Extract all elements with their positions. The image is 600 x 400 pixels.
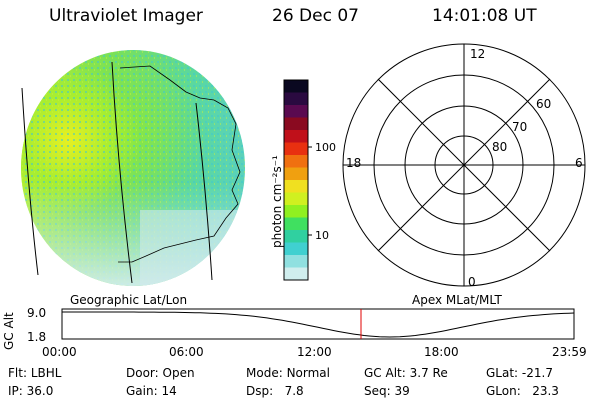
status-door: Door: Open: [126, 366, 195, 380]
status-ip-value: 36.0: [26, 384, 54, 398]
timeline-xtick-1: 06:00: [169, 345, 204, 359]
status-gain: Gain: 14: [126, 384, 177, 398]
lat-label-80: 80: [492, 140, 508, 154]
timeline-xtick-3: 18:00: [424, 345, 459, 359]
colorbar-swatch: [284, 80, 308, 93]
timeline-ytick-top: 9.0: [27, 306, 47, 320]
status-glon-value: 23.3: [532, 384, 559, 398]
colorbar-swatch: [284, 255, 308, 268]
image-date: 26 Dec 07: [272, 6, 359, 26]
colorbar-swatch: [284, 217, 308, 231]
timeline-axis-title: GC Alt: [2, 312, 16, 350]
status-dsp-label: Dsp:: [246, 384, 274, 398]
status-glon: GLon: 23.3: [486, 384, 559, 398]
colorbar-swatch: [284, 180, 308, 193]
status-dsp-value: 7.8: [284, 384, 304, 398]
timeline-ytick-bottom: 1.8: [27, 330, 47, 344]
colorbar-swatch: [284, 230, 308, 243]
colorbar-swatch: [284, 155, 308, 168]
status-ip: IP: 36.0: [8, 384, 53, 398]
timeline-right-label: Apex MLat/MLT: [412, 293, 502, 307]
colorbar: [283, 79, 312, 281]
timeline-left-label: Geographic Lat/Lon: [70, 293, 188, 307]
status-glat-label: GLat:: [486, 366, 519, 380]
status-gcalt-value: 3.7 Re: [409, 366, 448, 380]
status-ip-label: IP:: [8, 384, 23, 398]
colorbar-tick-100: 100: [315, 141, 336, 154]
status-flt-value: LBHL: [30, 366, 62, 380]
colorbar-tick-10: 10: [315, 229, 329, 242]
status-gain-value: 14: [161, 384, 177, 398]
status-gcalt: GC Alt: 3.7 Re: [364, 366, 448, 380]
colorbar-swatch: [284, 192, 308, 206]
status-mode-label: Mode:: [246, 366, 283, 380]
mlt-label-6: 6: [575, 156, 583, 170]
status-door-label: Door:: [126, 366, 159, 380]
image-time: 14:01:08 UT: [432, 6, 537, 26]
lat-label-60: 60: [536, 97, 552, 111]
app-title: Ultraviolet Imager: [49, 6, 203, 26]
colorbar-swatch: [284, 167, 308, 181]
status-glat-value: -21.7: [521, 366, 553, 380]
colorbar-swatch: [284, 130, 308, 143]
status-glat: GLat: -21.7: [486, 366, 553, 380]
mlt-label-0: 0: [468, 275, 476, 289]
status-gain-label: Gain:: [126, 384, 158, 398]
status-seq-label: Seq:: [364, 384, 391, 398]
colorbar-swatch: [284, 92, 308, 106]
timeline-xtick-0: 00:00: [42, 345, 77, 359]
colorbar-swatch: [284, 242, 308, 256]
status-gcalt-label: GC Alt:: [364, 366, 406, 380]
altitude-timeline: [61, 308, 575, 340]
colorbar-swatch: [284, 117, 308, 131]
status-dsp: Dsp: 7.8: [246, 384, 304, 398]
status-flt-label: Flt:: [8, 366, 27, 380]
mlt-label-12: 12: [470, 47, 486, 61]
timeline-xtick-2: 12:00: [297, 345, 332, 359]
timeline-xtick-4: 23:59: [552, 345, 587, 359]
status-glon-label: GLon:: [486, 384, 521, 398]
colorbar-swatch: [284, 105, 308, 118]
status-mode: Mode: Normal: [246, 366, 330, 380]
lat-label-70: 70: [512, 120, 528, 134]
status-seq-value: 39: [394, 384, 410, 398]
status-mode-value: Normal: [286, 366, 330, 380]
colorbar-swatch: [284, 205, 308, 218]
mlt-label-18: 18: [346, 156, 362, 170]
status-seq: Seq: 39: [364, 384, 410, 398]
status-door-value: Open: [162, 366, 195, 380]
colorbar-swatch: [284, 267, 308, 281]
colorbar-swatch: [284, 142, 308, 156]
status-flt: Flt: LBHL: [8, 366, 61, 380]
